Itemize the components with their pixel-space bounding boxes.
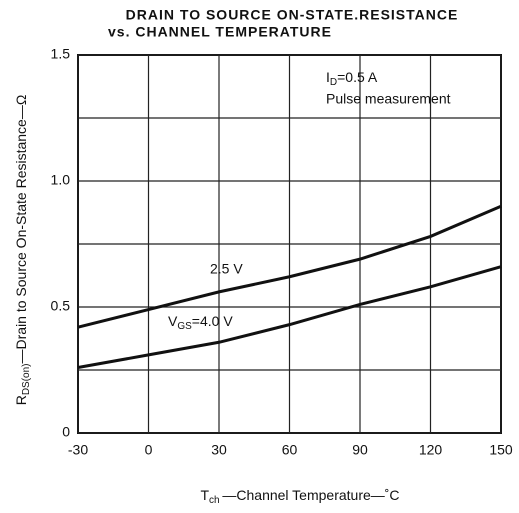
- series-label: VGS=4.0 V: [168, 313, 233, 332]
- x-tick-label: 30: [211, 442, 227, 458]
- y-tick-label: 1.5: [51, 46, 71, 62]
- chart-subtitle: vs. CHANNEL TEMPERATURE: [108, 24, 332, 40]
- chart-title: DRAIN TO SOURCE ON-STATE.RESISTANCE: [126, 7, 459, 23]
- y-tick-label: 0: [62, 424, 70, 440]
- annotation: ID=0.5 A: [326, 69, 378, 88]
- x-tick-label: 120: [419, 442, 443, 458]
- x-tick-label: 90: [352, 442, 368, 458]
- y-axis-label: RDS(on)—Drain to Source On-State Resista…: [13, 95, 32, 406]
- y-tick-label: 1.0: [51, 172, 71, 188]
- series-label: 2.5 V: [210, 261, 243, 277]
- x-tick-label: 150: [489, 442, 513, 458]
- data-line: [77, 204, 502, 329]
- annotation: Pulse measurement: [326, 91, 451, 107]
- x-tick-label: -30: [68, 442, 88, 458]
- data-line: [77, 265, 502, 369]
- x-axis-label: Tch —Channel Temperature—˚C: [200, 487, 399, 506]
- x-tick-label: 60: [282, 442, 298, 458]
- x-tick-label: 0: [145, 442, 153, 458]
- y-tick-label: 0.5: [51, 298, 71, 314]
